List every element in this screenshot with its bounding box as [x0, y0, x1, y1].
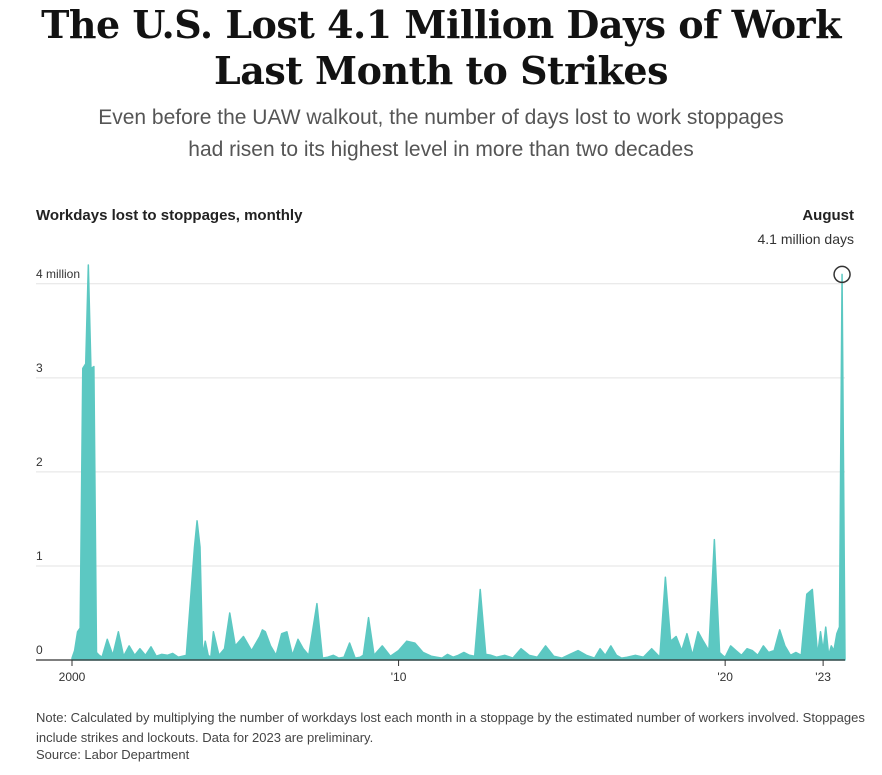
x-tick-label: 2000 — [59, 670, 86, 684]
y-tick-label: 0 — [36, 643, 43, 657]
gridlines — [36, 283, 845, 567]
y-tick-label: 4 million — [36, 267, 80, 281]
y-axis-label: Workdays lost to stoppages, monthly — [36, 207, 303, 224]
footnote: Note: Calculated by multiplying the numb… — [36, 710, 865, 745]
series-area — [71, 264, 846, 661]
y-tick-label: 2 — [36, 455, 43, 469]
chart-subtitle: Even before the UAW walkout, the number … — [98, 106, 784, 161]
x-ticks: 2000 '10 '20 '23 — [59, 660, 831, 684]
source-text: Source: Labor Department — [36, 747, 190, 762]
chart-title: The U.S. Lost 4.1 Million Days of Work L… — [41, 2, 841, 93]
annotation-value: 4.1 million days — [757, 231, 855, 247]
x-tick-label: '20 — [717, 670, 733, 684]
y-tick-label: 3 — [36, 361, 43, 375]
y-tick-label: 1 — [36, 549, 43, 563]
area-chart: 0 1 2 3 4 million 2000 '10 '20 '23 — [36, 264, 851, 684]
x-tick-label: '23 — [815, 670, 831, 684]
x-tick-label: '10 — [391, 670, 407, 684]
annotation-label: August — [802, 207, 854, 224]
annotation-marker — [833, 265, 851, 284]
y-tick-labels: 0 1 2 3 4 million — [36, 267, 80, 657]
